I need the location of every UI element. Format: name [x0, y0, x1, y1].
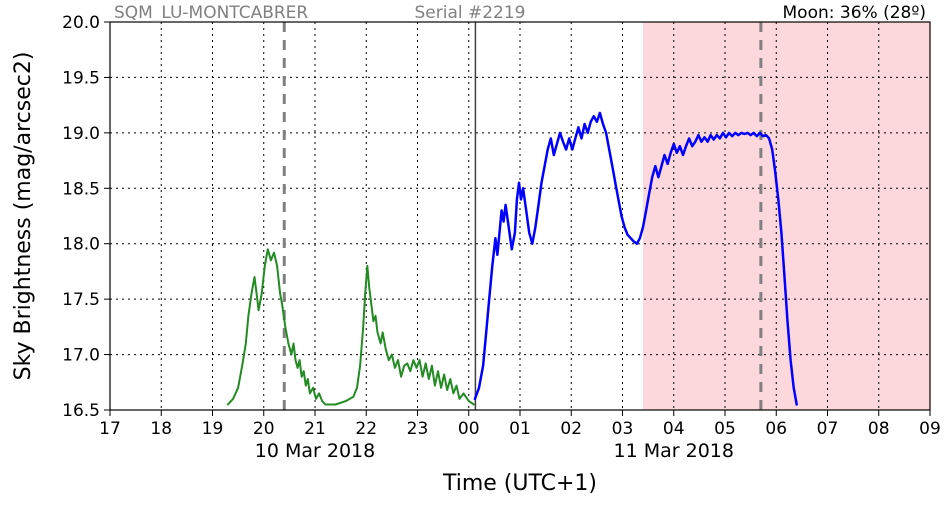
svg-text:Time (UTC+1): Time (UTC+1): [442, 471, 597, 496]
svg-text:Sky Brightness (mag/arcsec2): Sky Brightness (mag/arcsec2): [11, 52, 36, 381]
svg-text:18.5: 18.5: [62, 179, 100, 199]
svg-text:19.0: 19.0: [62, 124, 100, 144]
svg-text:17: 17: [99, 419, 121, 439]
svg-text:23: 23: [407, 419, 429, 439]
chart-svg: 17 18 19 20 21 22 23 00 01 02 03 04 05 06 07 08 09 16.5 17…: [0, 0, 952, 512]
svg-text:06: 06: [765, 419, 787, 439]
svg-text:05: 05: [714, 419, 736, 439]
svg-text:17.0: 17.0: [62, 346, 100, 366]
svg-text:11 Mar 2018: 11 Mar 2018: [614, 440, 734, 462]
svg-text:17.5: 17.5: [62, 290, 100, 310]
svg-text:08: 08: [868, 419, 890, 439]
header-center: Serial #2219: [414, 3, 525, 23]
svg-text:00: 00: [458, 419, 480, 439]
svg-text:21: 21: [304, 419, 326, 439]
svg-text:18.0: 18.0: [62, 235, 100, 255]
svg-text:19: 19: [202, 419, 224, 439]
svg-text:07: 07: [817, 419, 839, 439]
svg-text:01: 01: [509, 419, 531, 439]
header-right: Moon: 36% (28º): [783, 3, 926, 23]
svg-text:02: 02: [560, 419, 582, 439]
sky-brightness-chart: 17 18 19 20 21 22 23 00 01 02 03 04 05 06 07 08 09 16.5 17…: [0, 0, 952, 512]
svg-text:20: 20: [253, 419, 275, 439]
svg-text:16.5: 16.5: [62, 401, 100, 421]
svg-text:22: 22: [355, 419, 377, 439]
header-left: SQM_LU-MONTCABRER: [114, 3, 308, 23]
svg-text:09: 09: [919, 419, 941, 439]
svg-text:20.0: 20.0: [62, 13, 100, 33]
svg-text:03: 03: [612, 419, 634, 439]
svg-text:10 Mar 2018: 10 Mar 2018: [255, 440, 375, 462]
svg-text:04: 04: [663, 419, 685, 439]
svg-text:19.5: 19.5: [62, 68, 100, 88]
svg-text:18: 18: [150, 419, 172, 439]
